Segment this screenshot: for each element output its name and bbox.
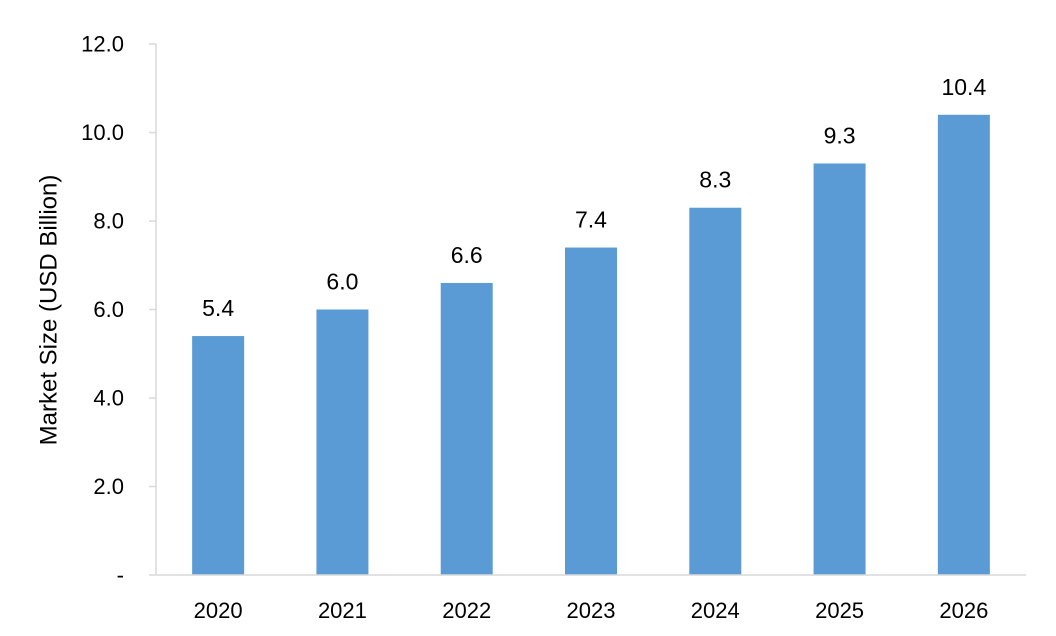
bar-2021	[316, 309, 369, 575]
x-axis-ticks: 2020 2021 2022 2023 2024 2025 2026	[194, 598, 989, 623]
y-tick-label: 2.0	[93, 474, 124, 499]
x-tick-label: 2020	[194, 598, 243, 623]
y-axis-ticks: - 2.0 4.0 6.0 8.0 10.0 12.0	[81, 32, 156, 588]
y-tick-label: 4.0	[93, 386, 124, 411]
bar-2022	[440, 282, 493, 575]
y-tick-label: 6.0	[93, 297, 124, 322]
bar-2026	[937, 114, 990, 576]
data-label-2020: 5.4	[202, 295, 234, 321]
data-label-2024: 8.3	[699, 167, 731, 193]
y-tick-label: 10.0	[81, 120, 124, 145]
data-label-2023: 7.4	[575, 207, 607, 233]
x-tick-label: 2026	[939, 598, 988, 623]
y-axis-title: Market Size (USD Billion)	[35, 175, 62, 446]
data-labels-group: 5.4 6.0 6.6 7.4 8.3 9.3 10.4	[202, 74, 986, 321]
data-label-2026: 10.4	[941, 74, 986, 100]
bar-2023	[565, 247, 617, 576]
bars-group	[192, 114, 990, 576]
data-label-2022: 6.6	[451, 242, 483, 268]
y-tick-label: 12.0	[81, 32, 124, 57]
x-tick-label: 2022	[442, 598, 491, 623]
bar-2024	[689, 207, 742, 575]
y-tick-label: -	[117, 563, 124, 588]
bar-2025	[813, 163, 866, 575]
x-tick-label: 2024	[691, 598, 740, 623]
bar-2020	[192, 336, 245, 575]
x-tick-label: 2025	[815, 598, 864, 623]
x-tick-label: 2023	[567, 598, 616, 623]
data-label-2021: 6.0	[326, 269, 358, 295]
x-tick-label: 2021	[318, 598, 367, 623]
data-label-2025: 9.3	[824, 122, 856, 148]
y-tick-label: 8.0	[93, 209, 124, 234]
